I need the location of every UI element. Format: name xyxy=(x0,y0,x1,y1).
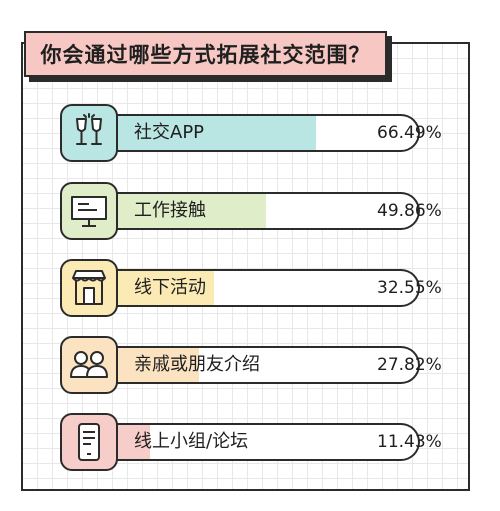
category-badge xyxy=(60,182,118,240)
category-label: 工作接触 xyxy=(134,200,206,221)
category-label: 线上小组/论坛 xyxy=(134,431,249,452)
bar-row: 亲戚或朋友介绍 27.82% xyxy=(60,336,480,394)
value-label: 32.55% xyxy=(377,278,442,298)
bar-row: 线上小组/论坛 11.43% xyxy=(60,413,480,471)
bar-track xyxy=(115,192,420,230)
bar-row: 线下活动 32.55% xyxy=(60,259,480,317)
bar-row: 社交APP 66.49% xyxy=(60,104,480,162)
monitor-icon xyxy=(71,196,107,227)
bar xyxy=(115,116,316,150)
storefront-icon xyxy=(72,270,106,305)
bar xyxy=(115,425,150,459)
bar-track xyxy=(115,423,420,461)
category-badge xyxy=(60,413,118,471)
value-label: 49.86% xyxy=(377,201,442,221)
bar xyxy=(115,348,199,382)
phone-icon xyxy=(78,423,100,461)
people-icon xyxy=(70,351,108,378)
value-label: 11.43% xyxy=(377,432,442,452)
bar-track xyxy=(115,114,420,152)
value-label: 27.82% xyxy=(377,355,442,375)
category-badge xyxy=(60,336,118,394)
bar-row: 工作接触 49.86% xyxy=(60,182,480,240)
category-label: 亲戚或朋友介绍 xyxy=(134,354,260,375)
value-label: 66.49% xyxy=(377,123,442,143)
bar xyxy=(115,194,266,228)
bar-track xyxy=(115,346,420,384)
bar-track xyxy=(115,269,420,307)
chart-title: 你会通过哪些方式拓展社交范围？ xyxy=(24,31,387,77)
category-label: 社交APP xyxy=(134,122,205,143)
category-badge xyxy=(60,104,118,162)
category-badge xyxy=(60,259,118,317)
category-label: 线下活动 xyxy=(134,277,206,298)
champagne-glasses-icon xyxy=(76,113,102,145)
bar xyxy=(115,271,214,305)
